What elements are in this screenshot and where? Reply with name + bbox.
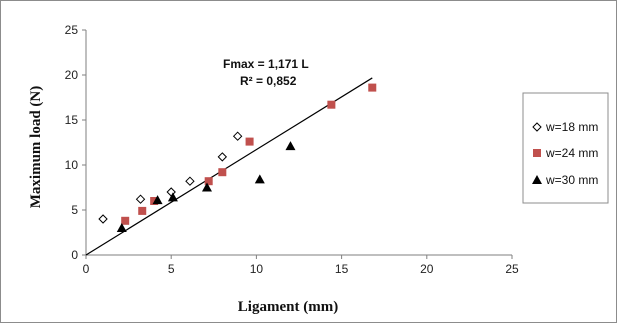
legend-marker-series-2 — [533, 149, 541, 157]
data-point-series-3 — [254, 174, 265, 184]
y-tick-label: 15 — [65, 113, 79, 127]
data-point-series-2 — [327, 100, 336, 109]
data-point-series-1 — [185, 176, 195, 186]
y-tick-labels: 0 5 10 15 20 25 — [65, 23, 79, 262]
data-point-series-2 — [150, 197, 159, 205]
y-axis-title: Maximum load (N) — [28, 86, 44, 209]
data-point-series-3 — [116, 223, 127, 232]
y-tick-label: 5 — [71, 203, 78, 217]
x-tick-label: 10 — [250, 262, 264, 276]
x-tick-label: 5 — [168, 262, 175, 276]
legend-box — [522, 92, 609, 204]
data-point-series-3 — [167, 192, 178, 202]
data-point-series-1 — [217, 152, 228, 162]
data-point-series-1 — [135, 194, 146, 204]
data-point-series-3 — [201, 182, 212, 192]
data-point-series-2 — [218, 168, 227, 177]
data-point-series-3 — [285, 141, 296, 151]
legend-label-series-3: w=30 mm — [545, 173, 598, 187]
data-points — [98, 83, 377, 232]
y-tick-label: 25 — [65, 23, 79, 37]
y-tick-label: 10 — [65, 158, 79, 172]
r-squared-label: R² = 0,852 — [240, 74, 297, 88]
legend-marker-series-3 — [532, 175, 542, 184]
x-tick-label: 25 — [505, 262, 519, 276]
data-point-series-2 — [368, 83, 377, 92]
x-tick-label: 20 — [420, 262, 434, 276]
data-point-series-1 — [232, 131, 243, 141]
x-axis-title: Ligament (mm) — [238, 299, 338, 315]
trendline — [85, 77, 373, 256]
data-point-series-3 — [152, 195, 163, 205]
x-tick-label: 0 — [83, 262, 90, 276]
x-tick-labels: 0 5 10 15 20 25 — [83, 262, 519, 276]
data-point-series-1 — [98, 214, 108, 224]
legend: w=18 mm w=24 mm w=30 mm — [522, 92, 609, 204]
data-point-series-2 — [245, 137, 254, 146]
legend-label-series-1: w=18 mm — [545, 120, 598, 134]
equation-label: Fmax = 1,171 L — [223, 57, 309, 71]
data-point-series-2 — [138, 206, 147, 215]
x-tick-label: 15 — [335, 262, 349, 276]
legend-marker-series-1 — [532, 122, 542, 132]
data-point-series-2 — [121, 216, 130, 225]
y-tick-label: 0 — [71, 248, 78, 262]
y-tick-label: 20 — [65, 68, 79, 82]
legend-label-series-2: w=24 mm — [545, 146, 598, 160]
data-point-series-2 — [204, 177, 213, 186]
axis-tick-marks — [82, 29, 513, 259]
